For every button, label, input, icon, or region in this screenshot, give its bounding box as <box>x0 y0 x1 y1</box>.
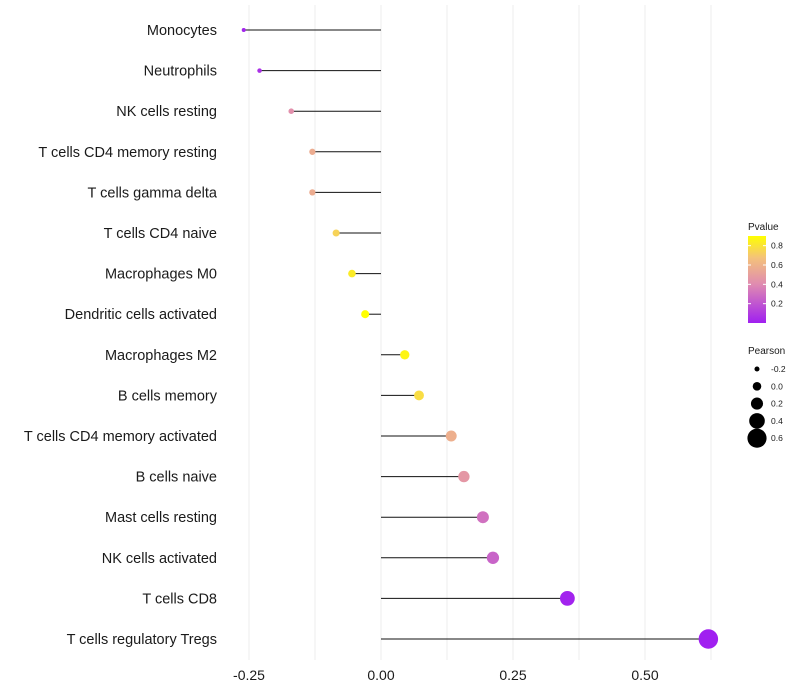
lollipop-point <box>348 269 356 278</box>
x-tick-label: 0.50 <box>631 667 658 683</box>
category-label: T cells CD4 naive <box>104 226 217 242</box>
category-label: B cells naive <box>136 470 217 486</box>
size-legend-dot <box>754 366 760 372</box>
colorbar-tick-label: 0.2 <box>771 299 783 309</box>
lollipop-stems <box>243 29 709 640</box>
grid-lines <box>248 5 712 660</box>
x-tick-label: 0.00 <box>367 667 394 683</box>
x-tick-label: -0.25 <box>233 667 265 683</box>
size-legend-label: -0.2 <box>771 364 786 374</box>
lollipop-point <box>445 430 457 442</box>
lollipop-point <box>361 310 370 319</box>
x-tick-label: 0.25 <box>499 667 526 683</box>
size-legend-label: 0.6 <box>771 433 783 443</box>
category-label: Monocytes <box>147 23 217 39</box>
category-label: T cells gamma delta <box>88 185 218 201</box>
category-label: NK cells activated <box>102 551 217 567</box>
category-label: NK cells resting <box>116 104 217 120</box>
category-label: Dendritic cells activated <box>65 307 217 323</box>
lollipop-point <box>257 68 262 73</box>
category-label: T cells CD4 memory resting <box>38 145 217 161</box>
lollipop-point <box>332 229 340 237</box>
pearson-legend: Pearson -0.2 0.0 0.2 0.4 0.6 <box>747 346 786 448</box>
pvalue-legend-title: Pvalue <box>748 222 779 233</box>
category-label: Macrophages M0 <box>105 267 217 283</box>
category-label: T cells regulatory Tregs <box>67 632 217 648</box>
lollipop-point <box>414 390 424 401</box>
category-label: T cells CD8 <box>142 591 217 607</box>
category-label: B cells memory <box>118 388 218 404</box>
colorbar-tick-label: 0.8 <box>771 241 783 251</box>
size-legend-dot <box>750 397 764 410</box>
lollipop-point <box>458 470 470 483</box>
pvalue-colorbar <box>748 236 766 323</box>
category-label: Neutrophils <box>144 64 217 80</box>
lollipop-point <box>559 591 575 606</box>
lollipop-point <box>476 511 489 524</box>
category-label: Macrophages M2 <box>105 348 217 364</box>
lollipop-point <box>698 629 719 649</box>
size-legend-dot <box>749 413 765 429</box>
size-legend-dot <box>752 382 762 391</box>
lollipop-point <box>486 551 500 564</box>
lollipop-point <box>241 28 246 32</box>
lollipop-point <box>309 189 316 196</box>
size-legend-label: 0.0 <box>771 381 783 391</box>
category-label: Mast cells resting <box>105 510 217 526</box>
size-legend-dot <box>747 428 767 448</box>
category-label: T cells CD4 memory activated <box>24 429 217 445</box>
pearson-legend-title: Pearson <box>748 346 785 357</box>
size-legend-label: 0.4 <box>771 416 783 426</box>
pvalue-legend: Pvalue 0.8 0.6 0.4 0.2 <box>748 222 783 323</box>
lollipop-point <box>309 148 316 155</box>
category-labels: Monocytes Neutrophils NK cells resting T ce… <box>24 23 218 648</box>
lollipop-points <box>241 28 719 649</box>
size-legend-label: 0.2 <box>771 399 783 409</box>
lollipop-point <box>288 108 295 114</box>
x-axis-ticks: -0.25 0.00 0.25 0.50 <box>233 667 659 683</box>
colorbar-tick-label: 0.6 <box>771 260 783 270</box>
lollipop-point <box>400 350 410 360</box>
colorbar-tick-label: 0.4 <box>771 279 783 289</box>
